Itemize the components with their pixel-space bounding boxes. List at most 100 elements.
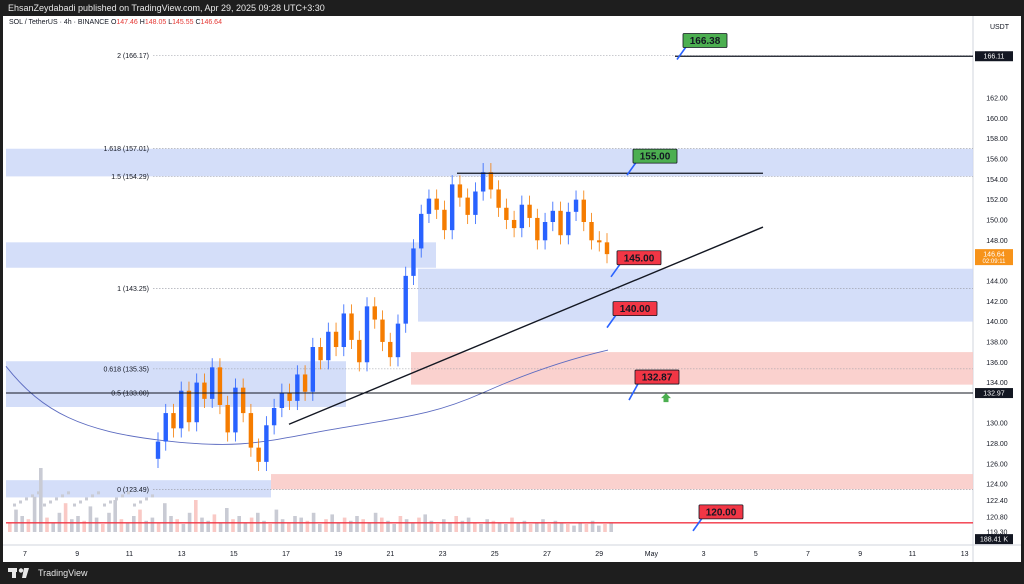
callout-box [632,148,678,164]
footer-bar: TradingView [0,562,1024,584]
volume-bar [597,525,601,532]
close-label: C [195,19,201,26]
volume-bar [82,520,86,532]
price-tick: 144.00 [986,278,1008,285]
volume-bar [243,522,248,532]
demand-zone [411,352,973,385]
open-value: 147.46 [116,19,138,26]
currency-label[interactable]: USDT [989,24,1009,31]
price-badge [975,249,1013,266]
volume-bar [274,509,279,532]
fib-label: 0.5 (133.00) [111,390,149,397]
time-tick: 7 [23,551,27,558]
volume-bar [318,524,322,532]
callout-label: 166.38 [690,36,721,47]
time-tick: 7 [806,551,810,558]
candle-body [488,172,494,190]
candle-body [256,447,261,462]
candle-body [388,341,393,358]
candle-body [233,387,238,433]
volume-bar [504,524,508,532]
fib-zone-mid [418,268,973,322]
candle-body [326,331,331,361]
callout-pointer [628,381,640,401]
volume-bar [268,524,272,532]
price-tick: 122.40 [986,498,1008,505]
candle-body [151,494,154,498]
price-tick: 124.00 [986,482,1008,489]
price-tick: 142.00 [986,299,1008,306]
time-tick: 19 [334,551,342,558]
volume-bar [541,519,545,532]
price-badge-sub: 02:09:11 [983,259,1007,265]
volume-bar [175,519,179,532]
price-tick: 136.00 [986,360,1008,367]
candle-body [121,494,124,498]
volume-bar [466,517,471,532]
volume-bar [553,520,558,532]
volume-bar [156,522,161,532]
volume-bar [528,524,533,532]
candle-body [186,390,192,423]
candle-body [209,367,215,399]
callout-label: 140.00 [620,304,651,315]
volume-bar [14,509,18,532]
candle-body [103,503,106,507]
volume-bar [603,524,607,532]
time-tick: 11 [126,551,133,558]
fib-zone-bottom [6,480,271,498]
callout-box [616,250,662,266]
volume-bar [45,517,49,532]
time-tick: 23 [439,551,447,558]
moving-average-line [5,349,609,445]
volume-bar [398,516,403,532]
volume-bar [584,524,589,532]
time-tick: 11 [909,551,916,558]
volume-bar [336,522,341,532]
volume-bar [26,519,31,532]
time-tick: 13 [961,551,969,558]
footer-brand: TradingView [38,568,88,578]
volume-bar [324,519,328,532]
candle-body [163,413,168,442]
candle-body [589,222,594,241]
volume-bar [293,516,297,532]
candle-body [25,497,28,501]
candle-body [403,275,408,324]
candle-body [333,331,339,348]
candle-body [511,219,517,229]
candle-body [287,392,292,401]
volume-bar [380,517,384,532]
candle-body [295,374,300,401]
candle-body [115,497,118,501]
volume-bar [119,519,124,532]
candle-body [581,199,586,222]
price-badge [975,388,1013,399]
volume-bar [169,516,173,532]
volume-bar [237,516,241,532]
candle-body [597,240,602,243]
volume-bar [460,520,465,532]
volume-bar [572,525,576,532]
candle-body [61,494,64,498]
price-tick: 156.00 [986,156,1008,163]
price-tick: 130.00 [986,421,1008,428]
candle-body [449,184,455,231]
candle-body [566,211,571,236]
volume-bar [609,522,613,532]
volume-bar [510,517,514,532]
candle-body [527,204,532,218]
price-badge [975,534,1013,545]
price-chart[interactable]: 2 (166.17) 1.618 (157.01) 1.5 (154.29) 1 (1… [3,16,1021,562]
time-tick: 5 [754,551,758,558]
candle-body [364,306,370,363]
symbol-name[interactable]: SOL / TetherUS · 4h · BINANCE [9,19,109,26]
candle-body [127,491,130,495]
volume-bar [113,500,117,532]
chart-frame[interactable]: SOL / TetherUS · 4h · BINANCE O147.46 H1… [3,16,1021,562]
volume-bar [361,519,365,532]
volume-bar [479,524,483,532]
volume-bar [473,522,477,532]
candle-body [145,497,148,501]
candle-body [240,387,246,414]
